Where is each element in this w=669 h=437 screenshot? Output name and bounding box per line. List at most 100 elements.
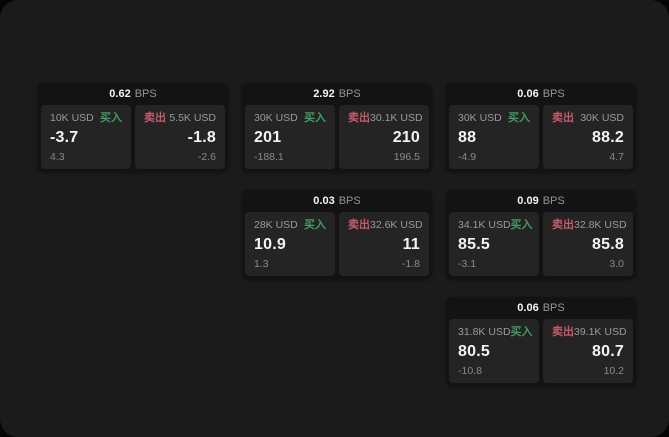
sell-label: 卖出 (552, 326, 574, 338)
bps-unit-label: BPS (338, 195, 361, 207)
sell-panel-top: 卖出 39.1K USD (552, 326, 627, 339)
sell-amount: 30K USD (580, 112, 624, 125)
buy-price: 85.5 (458, 235, 490, 253)
bps-header: 0.06 BPS (446, 297, 636, 319)
bps-unit-label: BPS (542, 88, 565, 100)
buy-panel-top: 30K USD 买入 (458, 113, 530, 124)
buy-panel-top: 10K USD 买入 (50, 113, 122, 124)
quote-card-body: 31.8K USD 买入 80.5 -10.8 卖出 39.1K USD 80.… (446, 319, 636, 386)
quote-card-body: 10K USD 买入 -3.7 4.3 卖出 5.5K USD -1.8 -2.… (38, 105, 228, 172)
buy-panel-top: 31.8K USD 买入 (458, 326, 533, 339)
sell-price: 11 (402, 235, 420, 253)
sell-sub-value: 4.7 (609, 150, 624, 163)
buy-label: 买入 (508, 112, 530, 124)
sell-amount: 32.8K USD (574, 219, 627, 232)
bps-unit-label: BPS (542, 195, 565, 207)
sell-price: 88.2 (592, 128, 624, 146)
quote-card-body: 30K USD 买入 88 -4.9 卖出 30K USD 88.2 4.7 (446, 105, 636, 172)
sell-sub-value: 3.0 (609, 257, 624, 270)
quote-card: 2.92 BPS 30K USD 买入 201 -188.1 卖出 30.1K … (242, 83, 432, 172)
buy-sub-value: -3.1 (458, 257, 477, 270)
bps-value: 0.09 (517, 195, 539, 207)
sell-label: 卖出 (552, 219, 574, 231)
buy-amount: 31.8K USD (458, 326, 511, 339)
buy-amount: 30K USD (254, 112, 298, 125)
sell-panel[interactable]: 卖出 32.8K USD 85.8 3.0 (543, 212, 633, 276)
sell-sub-value: -2.6 (197, 150, 216, 163)
bps-header: 0.62 BPS (38, 83, 228, 105)
sell-panel-top: 卖出 30K USD (552, 113, 624, 124)
sell-panel[interactable]: 卖出 32.6K USD 11 -1.8 (339, 212, 429, 276)
buy-price: 80.5 (458, 342, 490, 360)
quote-card-body: 28K USD 买入 10.9 1.3 卖出 32.6K USD 11 -1.8 (242, 212, 432, 279)
buy-panel-top: 30K USD 买入 (254, 113, 326, 124)
buy-label: 买入 (510, 326, 533, 338)
buy-label: 买入 (304, 112, 326, 124)
buy-amount: 10K USD (50, 112, 94, 125)
sell-sub-value: -1.8 (401, 257, 420, 270)
quote-card-grid: 0.62 BPS 10K USD 买入 -3.7 4.3 卖出 5.5K USD (38, 83, 636, 386)
quote-card: 0.06 BPS 31.8K USD 买入 80.5 -10.8 卖出 39.1… (446, 297, 636, 386)
bps-header: 0.03 BPS (242, 190, 432, 212)
quote-card: 0.09 BPS 34.1K USD 买入 85.5 -3.1 卖出 32.8K… (446, 190, 636, 279)
bps-unit-label: BPS (134, 88, 157, 100)
buy-label: 买入 (510, 219, 533, 231)
buy-sub-value: -188.1 (254, 150, 284, 163)
bps-header: 2.92 BPS (242, 83, 432, 105)
bps-header: 0.09 BPS (446, 190, 636, 212)
sell-label: 卖出 (144, 112, 166, 124)
bps-value: 2.92 (313, 88, 335, 100)
buy-panel[interactable]: 31.8K USD 买入 80.5 -10.8 (449, 319, 539, 383)
bps-value: 0.06 (517, 302, 539, 314)
buy-panel[interactable]: 34.1K USD 买入 85.5 -3.1 (449, 212, 539, 276)
buy-panel-top: 28K USD 买入 (254, 220, 326, 231)
sell-panel-top: 卖出 32.6K USD (348, 219, 423, 232)
sell-price: -1.8 (187, 128, 216, 146)
quote-card: 0.06 BPS 30K USD 买入 88 -4.9 卖出 30K USD (446, 83, 636, 172)
sell-price: 210 (392, 128, 420, 146)
buy-panel[interactable]: 28K USD 买入 10.9 1.3 (245, 212, 335, 276)
sell-panel-top: 卖出 30.1K USD (348, 112, 423, 125)
bps-value: 0.62 (109, 88, 131, 100)
sell-price: 85.8 (592, 235, 624, 253)
sell-label: 卖出 (552, 112, 574, 124)
sell-sub-value: 10.2 (603, 364, 624, 377)
buy-price: 88 (458, 128, 477, 146)
sell-panel[interactable]: 卖出 39.1K USD 80.7 10.2 (543, 319, 633, 383)
sell-panel[interactable]: 卖出 30K USD 88.2 4.7 (543, 105, 633, 169)
buy-panel-top: 34.1K USD 买入 (458, 219, 533, 232)
buy-amount: 34.1K USD (458, 219, 511, 232)
sell-sub-value: 196.5 (393, 150, 420, 163)
bps-unit-label: BPS (338, 88, 361, 100)
sell-panel[interactable]: 卖出 30.1K USD 210 196.5 (339, 105, 429, 169)
sell-price: 80.7 (592, 342, 624, 360)
buy-sub-value: 4.3 (50, 150, 65, 163)
buy-price: 10.9 (254, 235, 286, 253)
sell-label: 卖出 (348, 219, 370, 231)
buy-panel[interactable]: 30K USD 买入 201 -188.1 (245, 105, 335, 169)
bps-header: 0.06 BPS (446, 83, 636, 105)
sell-panel[interactable]: 卖出 5.5K USD -1.8 -2.6 (135, 105, 225, 169)
quote-card-body: 34.1K USD 买入 85.5 -3.1 卖出 32.8K USD 85.8… (446, 212, 636, 279)
buy-amount: 28K USD (254, 219, 298, 232)
buy-price: -3.7 (50, 128, 79, 146)
sell-amount: 30.1K USD (370, 112, 423, 125)
quote-card-body: 30K USD 买入 201 -188.1 卖出 30.1K USD 210 1… (242, 105, 432, 172)
sell-amount: 32.6K USD (370, 219, 423, 232)
buy-sub-value: -4.9 (458, 150, 477, 163)
sell-amount: 39.1K USD (574, 326, 627, 339)
buy-amount: 30K USD (458, 112, 502, 125)
quote-card: 0.03 BPS 28K USD 买入 10.9 1.3 卖出 32.6K US… (242, 190, 432, 279)
bps-unit-label: BPS (542, 302, 565, 314)
sell-label: 卖出 (348, 112, 370, 124)
sell-panel-top: 卖出 5.5K USD (144, 113, 216, 124)
bps-value: 0.06 (517, 88, 539, 100)
bps-value: 0.03 (313, 195, 335, 207)
sell-amount: 5.5K USD (169, 112, 216, 125)
buy-panel[interactable]: 10K USD 买入 -3.7 4.3 (41, 105, 131, 169)
quote-card: 0.62 BPS 10K USD 买入 -3.7 4.3 卖出 5.5K USD (38, 83, 228, 172)
sell-panel-top: 卖出 32.8K USD (552, 219, 627, 232)
buy-panel[interactable]: 30K USD 买入 88 -4.9 (449, 105, 539, 169)
buy-label: 买入 (100, 112, 122, 124)
